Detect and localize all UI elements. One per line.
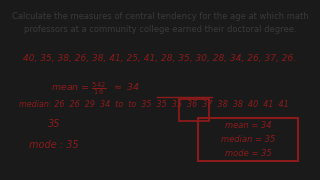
Text: mode : 35: mode : 35 — [29, 140, 79, 150]
Text: 40, 35, 38, 26, 38, 41, 25, 41, 28, 35, 30, 28, 34, 26, 37, 26.: 40, 35, 38, 26, 38, 41, 25, 41, 28, 35, … — [23, 54, 297, 63]
Text: mean = $\frac{542}{16}$  $\approx$ 34: mean = $\frac{542}{16}$ $\approx$ 34 — [51, 80, 140, 97]
Text: Calculate the measures of central tendency for the age at which math
professors : Calculate the measures of central tenden… — [12, 12, 308, 34]
Text: 35: 35 — [48, 119, 60, 129]
Text: mean = 34
median = 35
mode = 35: mean = 34 median = 35 mode = 35 — [221, 122, 276, 158]
Text: median: 26  26  29  34  to  to  35  35  35  36  37  38  38  40  41  41: median: 26 26 29 34 to to 35 35 35 36 37… — [19, 100, 288, 109]
